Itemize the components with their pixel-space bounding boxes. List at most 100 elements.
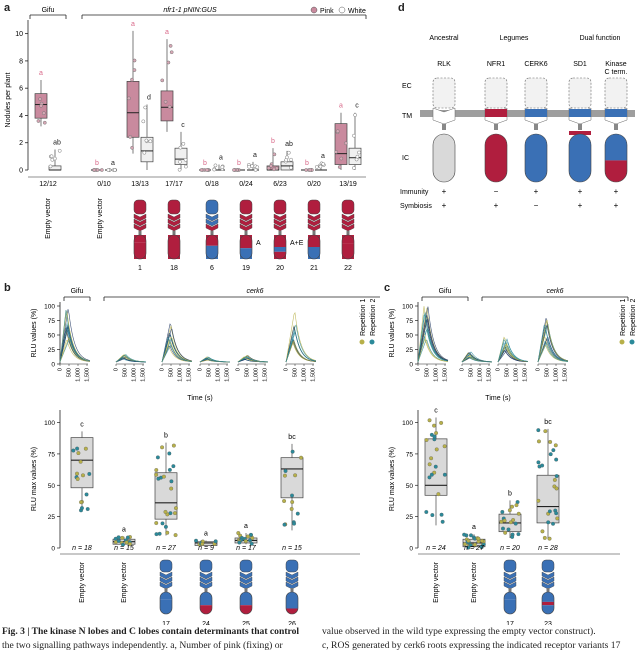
box-pink-0 <box>34 80 48 127</box>
group-label-gifu: Gifu <box>42 7 55 14</box>
legend-pink-label: Pink <box>320 8 334 15</box>
row-value: + <box>442 187 447 196</box>
letter-white: c <box>181 122 185 129</box>
construct-number: 23 <box>544 621 552 625</box>
bottom-y-tick: 25 <box>48 514 56 521</box>
top-x-tick: 1,000 <box>514 368 520 382</box>
top-y-tick: 100 <box>402 304 413 311</box>
legend-rep2: Repetition 2 <box>630 299 637 336</box>
top-x-tick: 500 <box>245 368 251 377</box>
top-x-tick: 1,000 <box>132 368 138 382</box>
figure-caption: Fig. 3 | The kinase N lobes and C lobes … <box>0 625 640 669</box>
bottom-y-tick: 0 <box>51 546 55 553</box>
count-label: 17/17 <box>165 181 183 188</box>
rlu-box-0 <box>424 417 448 526</box>
receptor-1 <box>484 77 508 183</box>
ros-curve-group-0: 0 500 1,000 1,500 <box>416 306 449 382</box>
x-label-empty-vector: Empty vector <box>471 561 478 603</box>
top-x-tick: 1,000 <box>434 368 440 382</box>
top-x-tick: 1,000 <box>178 368 184 382</box>
bottom-y-tick: 100 <box>402 420 413 427</box>
n-label: n = 18 <box>72 545 92 552</box>
construct-23 <box>541 559 555 615</box>
top-y-tick: 0 <box>409 362 413 369</box>
letter-pink: a <box>131 21 135 28</box>
box-white-3 <box>174 131 188 172</box>
significance-letter: bc <box>544 419 552 426</box>
row-value: + <box>494 201 499 210</box>
ros-curve-group-2: 0 500 1,000 1,500 <box>496 336 529 382</box>
significance-letter: a <box>122 527 126 534</box>
rlu-box-2 <box>498 500 522 539</box>
caption-left-line1: Fig. 3 | The kinase N lobes and C lobes … <box>2 626 300 637</box>
box-white-2 <box>140 104 154 170</box>
top-x-tick: 1,500 <box>563 368 569 382</box>
panel-d-figure: Ancestral Legumes Dual function EC TM IC… <box>400 35 635 210</box>
top-x-tick: 500 <box>505 368 511 377</box>
receptor-2 <box>524 77 548 183</box>
top-ylabel: RLU values (%) <box>31 308 38 357</box>
n-label: n = 17 <box>236 545 257 552</box>
n-label: n = 15 <box>114 545 134 552</box>
ros-curve-group-1: 0 500 1,000 1,500 <box>460 351 493 382</box>
top-x-tick: 500 <box>425 368 431 377</box>
top-x-tick: 1,500 <box>141 368 147 382</box>
rlu-box-3 <box>194 538 218 547</box>
letter-pink: b <box>95 160 99 167</box>
y-tick-label: 0 <box>19 168 23 175</box>
receptor-label: SD1 <box>573 61 587 68</box>
top-x-tick: 1,000 <box>254 368 260 382</box>
top-x-tick: 1,000 <box>76 368 82 382</box>
top-x-tick: 0 <box>460 368 466 371</box>
significance-letter: a <box>204 530 208 537</box>
letter-white: c <box>355 103 359 110</box>
significance-letter: a <box>244 523 248 530</box>
top-x-tick: 1,500 <box>443 368 449 382</box>
top-xlabel: Time (s) <box>187 395 212 402</box>
count-label: 12/12 <box>39 181 57 188</box>
construct-number: 21 <box>310 265 318 272</box>
letter-pink: a <box>165 29 169 36</box>
header-legumes: Legumes <box>500 35 529 42</box>
group-label-mutant: cerk6 <box>546 288 563 295</box>
count-label: 13/13 <box>131 181 149 188</box>
row-value: + <box>614 187 619 196</box>
receptor-3 <box>568 77 592 183</box>
box-pink-3 <box>160 39 174 132</box>
significance-letter: bc <box>288 434 296 441</box>
construct-25 <box>239 559 253 615</box>
y-tick-label: 6 <box>19 86 23 93</box>
x-label-empty-vector: Empty vector <box>121 561 128 603</box>
bottom-y-tick: 0 <box>409 546 413 553</box>
caption-left-line2: the two signalling pathways independentl… <box>2 640 283 651</box>
letter-white: ab <box>53 140 61 147</box>
top-x-tick: 500 <box>207 368 213 377</box>
construct-number: 25 <box>242 621 250 625</box>
rlu-box-1 <box>112 535 136 547</box>
top-x-tick: 500 <box>123 368 129 377</box>
caption-right-line1: value observed in the wild type expressi… <box>322 626 596 637</box>
top-x-tick: 500 <box>293 368 299 377</box>
letter-white: a <box>111 160 115 167</box>
ros-curve-group-0: 0 500 1,000 1,500 <box>58 309 91 382</box>
row-value: + <box>578 201 583 210</box>
receptor-label-line2: C term. <box>605 69 628 76</box>
region-ec: EC <box>402 83 412 90</box>
top-x-tick: 500 <box>545 368 551 377</box>
panel-letter-d: d <box>398 2 405 14</box>
top-y-tick: 75 <box>406 318 414 325</box>
receptor-label: NFR1 <box>487 61 505 68</box>
letter-white: d <box>147 95 151 102</box>
construct-number: 18 <box>170 265 178 272</box>
construct-17 <box>503 559 517 615</box>
construct-number: 1 <box>138 265 142 272</box>
top-x-tick: 500 <box>169 368 175 377</box>
significance-letter: c <box>80 421 84 428</box>
box-pink-8 <box>334 112 348 170</box>
header-ancestral: Ancestral <box>429 35 459 42</box>
y-tick-label: 4 <box>19 113 23 120</box>
panel-c-figure: Gifu cerk6 Repetition 1 Repetition 2 RLU val… <box>389 288 637 625</box>
box-pink-5 <box>232 168 245 172</box>
construct-1 <box>133 199 147 260</box>
rlu-box-2 <box>154 442 178 538</box>
